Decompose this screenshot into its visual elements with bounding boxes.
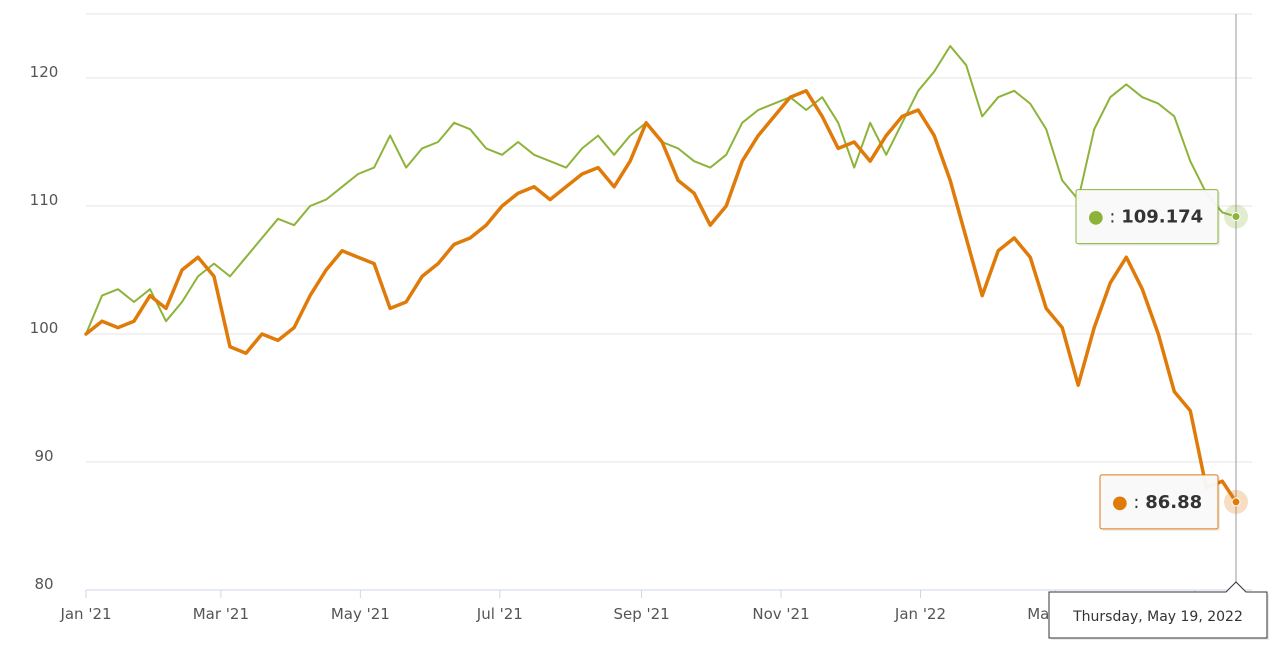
hover-marker — [1231, 497, 1241, 507]
y-tick-label: 100 — [30, 319, 59, 337]
value-tooltip — [1099, 474, 1219, 530]
y-tick-label: 80 — [34, 575, 53, 593]
x-tick-label: Nov '21 — [752, 605, 809, 623]
series-lines — [84, 45, 1238, 504]
tooltip-separator: : — [1104, 207, 1122, 228]
tooltip-separator: : — [1128, 492, 1146, 513]
tooltip-value-text: ● : 86.88 — [1112, 492, 1202, 513]
x-tick-label: Jan '21 — [59, 605, 111, 623]
y-tick-label: 120 — [30, 63, 59, 81]
grid-lines — [86, 13, 1252, 463]
x-tick-label: Sep '21 — [613, 605, 669, 623]
green-series-line — [85, 45, 1237, 335]
orange-series-line — [84, 89, 1238, 504]
x-tick-label: Jan '22 — [894, 605, 946, 623]
series-dot-icon: ● — [1088, 207, 1104, 228]
x-tick-label: May '21 — [331, 605, 390, 623]
date-tooltip-text: Thursday, May 19, 2022 — [1072, 609, 1243, 625]
y-axis: 80 90 100 110 120 — [30, 63, 59, 593]
tooltip-value: 109.174 — [1121, 207, 1203, 228]
tooltip-value-text: ● : 109.174 — [1088, 207, 1203, 228]
series-dot-icon: ● — [1112, 492, 1128, 513]
y-tick-label: 110 — [30, 191, 59, 209]
y-tick-label: 90 — [34, 447, 53, 465]
x-tick-label: Jul '21 — [476, 605, 523, 623]
x-tick-label: Mar '21 — [193, 605, 249, 623]
hover-marker — [1231, 212, 1241, 222]
tooltip-value: 86.88 — [1145, 492, 1202, 513]
date-tooltip — [1048, 581, 1268, 639]
value-tooltip — [1075, 189, 1219, 245]
